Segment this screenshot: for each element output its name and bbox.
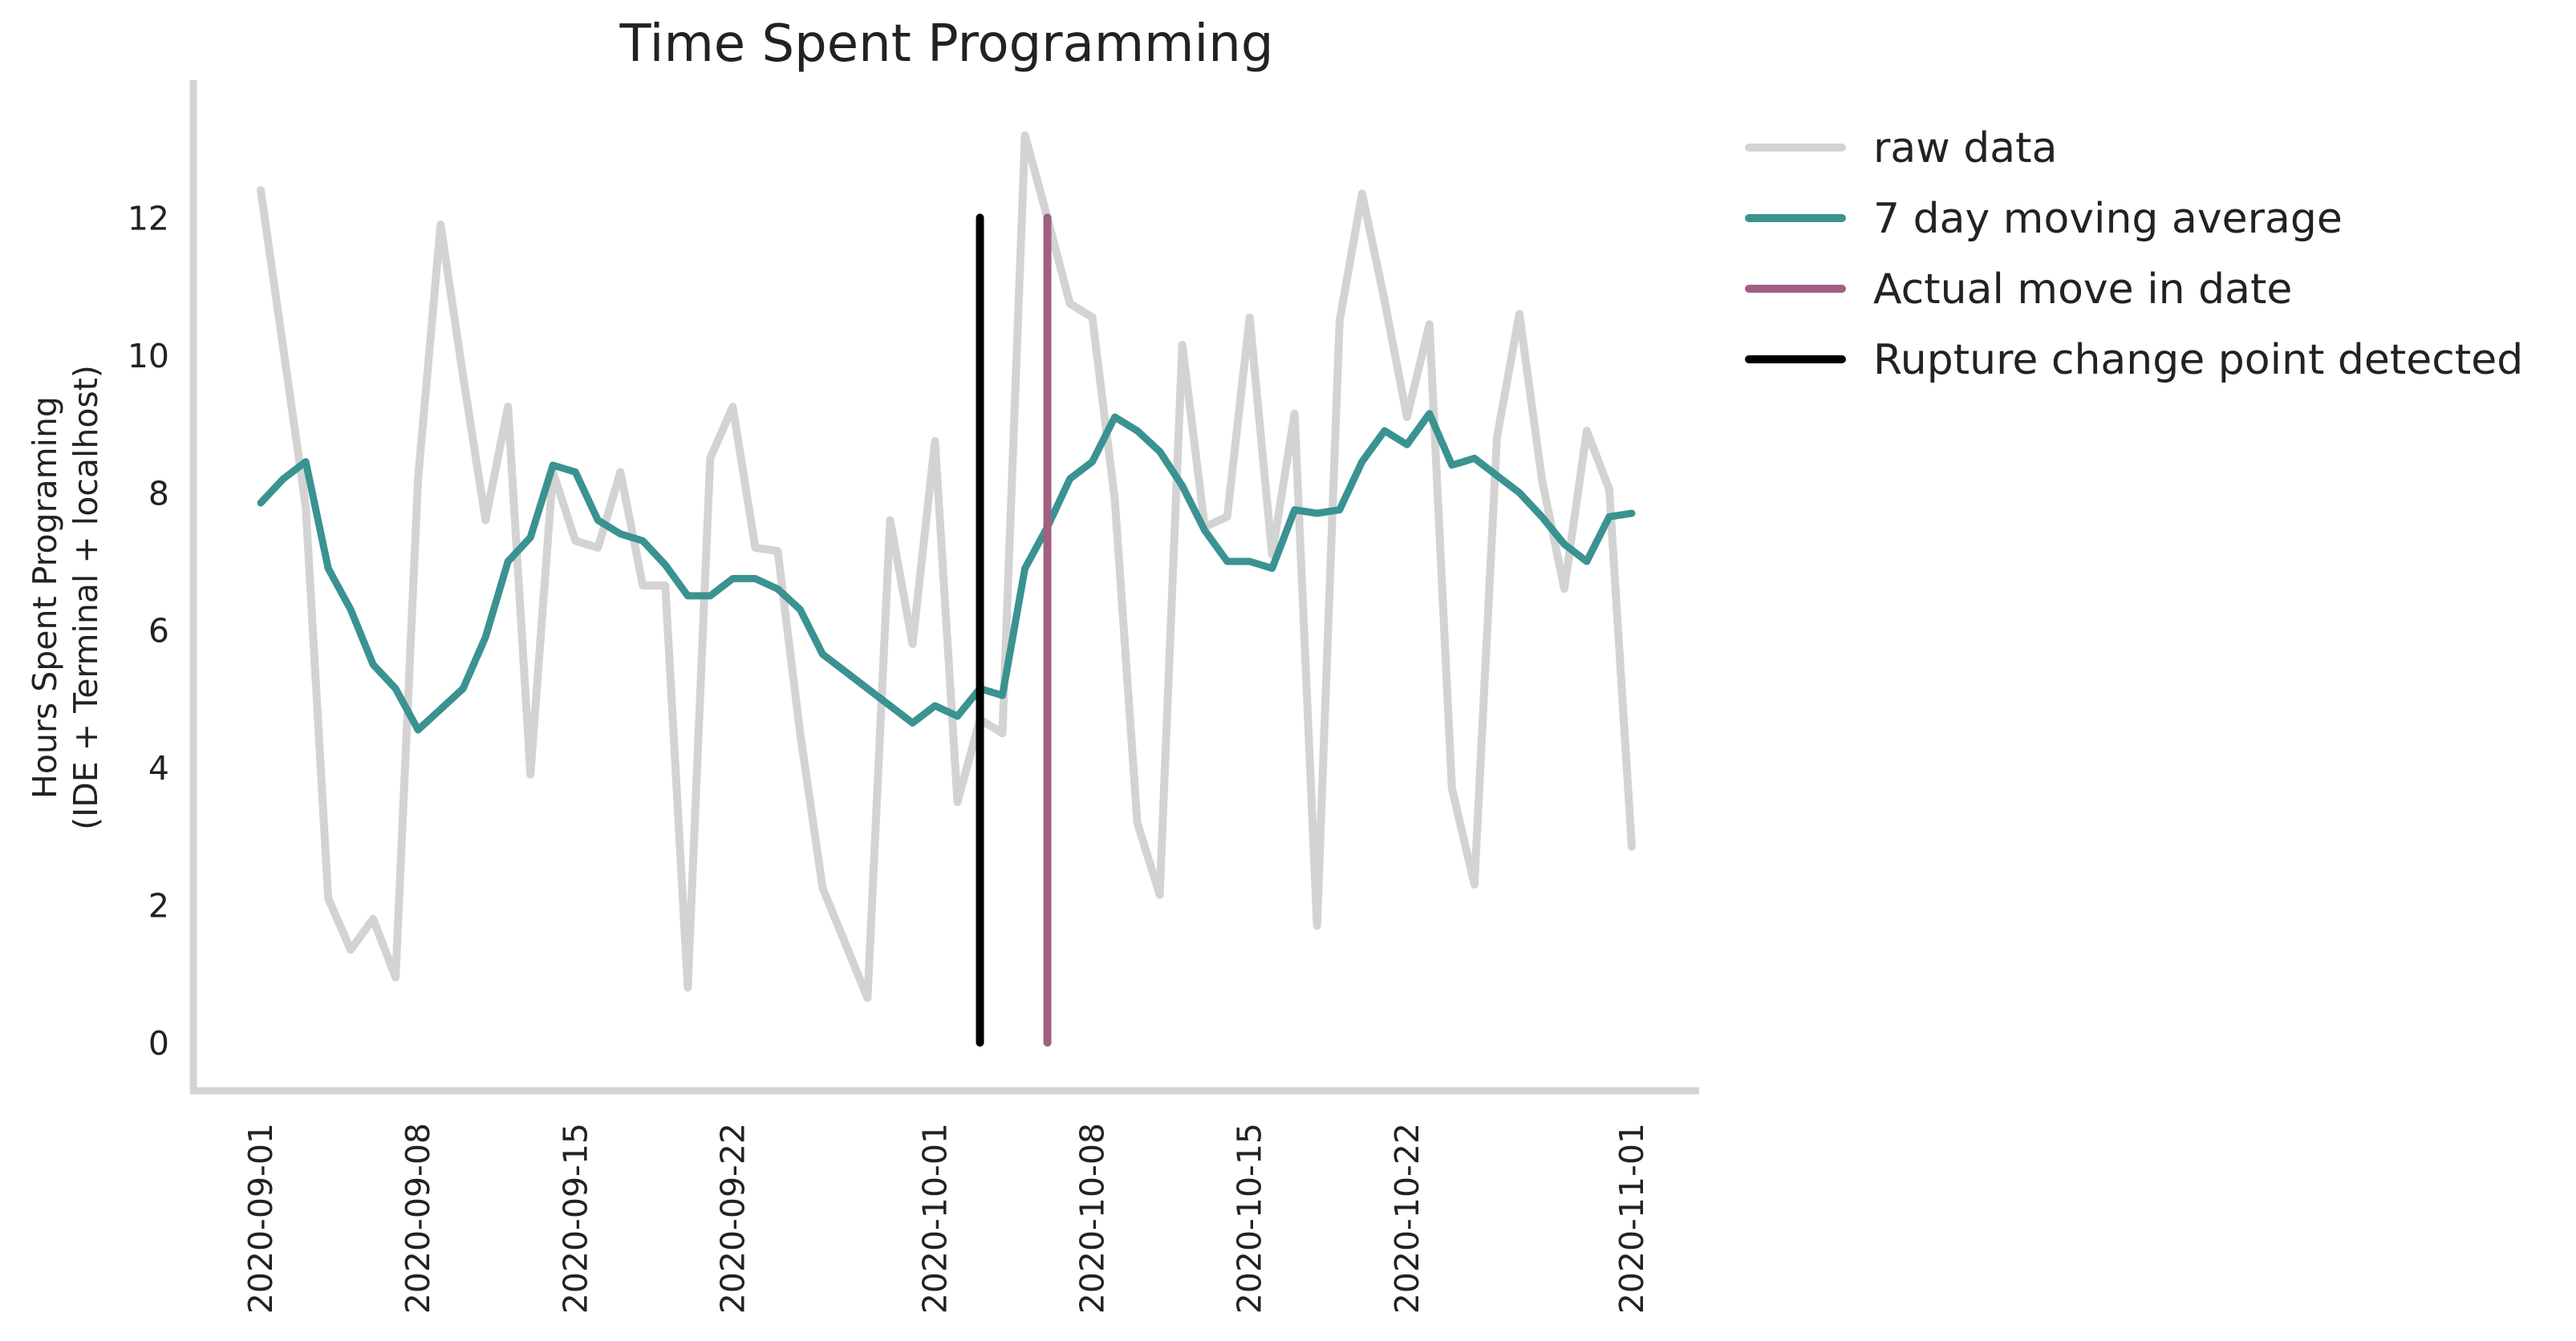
- x-tick-label: 2020-10-01: [915, 1123, 954, 1314]
- x-tick-label: 2020-10-08: [1073, 1123, 1112, 1314]
- y-axis-label-line2: (IDE + Terminal + localhost): [67, 365, 105, 830]
- legend-label: 7 day moving average: [1873, 195, 2343, 243]
- legend-label: Actual move in date: [1873, 265, 2292, 314]
- x-tick-label: 2020-10-22: [1388, 1123, 1426, 1314]
- legend-label: Rupture change point detected: [1873, 336, 2523, 384]
- x-tick-label: 2020-09-22: [713, 1123, 752, 1314]
- chart-legend: raw data 7 day moving average Actual move …: [1745, 124, 2523, 384]
- y-tick-label: 10: [128, 337, 169, 375]
- x-tick-label: 2020-09-01: [241, 1123, 280, 1314]
- y-axis-ticks: 0 2 4 6 8 10 12: [128, 199, 169, 1063]
- x-tick-label: 2020-09-15: [556, 1123, 594, 1314]
- moving-average-line: [257, 410, 1636, 734]
- y-tick-label: 4: [148, 749, 169, 788]
- x-axis-ticks: 2020-09-01 2020-09-08 2020-09-15 2020-09-22…: [241, 1123, 1651, 1314]
- plot-area: [257, 131, 1636, 1047]
- x-tick-label: 2020-11-01: [1613, 1123, 1651, 1314]
- raw-data-line: [257, 131, 1636, 1003]
- y-tick-label: 12: [128, 199, 169, 237]
- legend-label: raw data: [1873, 124, 2057, 172]
- y-tick-label: 6: [148, 612, 169, 650]
- x-tick-label: 2020-09-08: [399, 1123, 437, 1314]
- x-tick-label: 2020-10-15: [1231, 1123, 1269, 1314]
- y-tick-label: 8: [148, 474, 169, 512]
- y-tick-label: 2: [148, 887, 169, 926]
- y-tick-label: 0: [148, 1024, 169, 1063]
- chart-title: Time Spent Programming: [619, 14, 1274, 74]
- y-axis-label-line1: Hours Spent Programing: [26, 396, 64, 799]
